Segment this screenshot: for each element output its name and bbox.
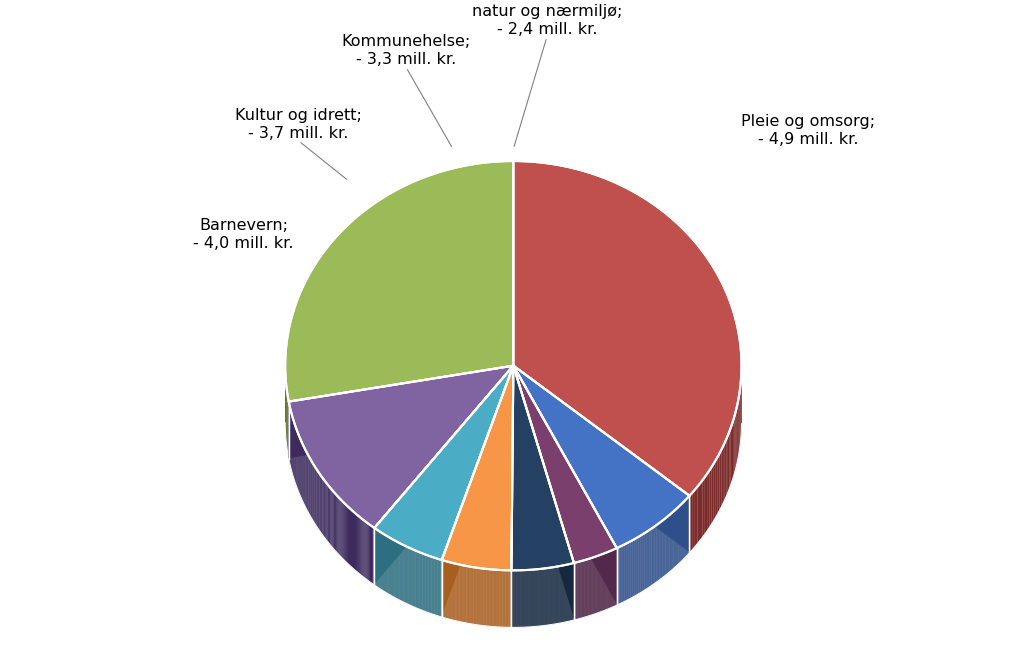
Polygon shape	[511, 366, 513, 627]
Polygon shape	[374, 366, 513, 585]
Polygon shape	[359, 517, 360, 574]
Polygon shape	[369, 524, 370, 582]
Polygon shape	[355, 513, 356, 571]
Polygon shape	[704, 474, 706, 534]
Polygon shape	[706, 470, 708, 531]
Polygon shape	[370, 525, 371, 582]
Polygon shape	[513, 161, 741, 496]
Polygon shape	[356, 514, 357, 572]
Text: Næringsforv. og
konsesjonskraft;
- 26,9 mill. kr.: Næringsforv. og konsesjonskraft; - 26,9 …	[657, 310, 788, 361]
Polygon shape	[717, 453, 718, 514]
Polygon shape	[715, 457, 717, 517]
Polygon shape	[364, 521, 365, 578]
Polygon shape	[732, 421, 733, 481]
Polygon shape	[734, 413, 735, 474]
Polygon shape	[513, 366, 616, 605]
Polygon shape	[513, 366, 616, 563]
Polygon shape	[288, 366, 513, 459]
Polygon shape	[441, 366, 513, 617]
Polygon shape	[358, 516, 359, 574]
Polygon shape	[373, 527, 374, 585]
Polygon shape	[697, 483, 699, 544]
Polygon shape	[363, 520, 364, 578]
Polygon shape	[374, 366, 513, 560]
Polygon shape	[361, 518, 362, 576]
Polygon shape	[441, 366, 513, 617]
Polygon shape	[711, 464, 713, 524]
Polygon shape	[288, 366, 513, 459]
Polygon shape	[441, 366, 513, 570]
Polygon shape	[733, 417, 734, 478]
Polygon shape	[513, 366, 574, 620]
Polygon shape	[718, 450, 720, 510]
Polygon shape	[689, 493, 692, 553]
Polygon shape	[513, 366, 689, 548]
Text: Kommunehelse;
- 3,3 mill. kr.: Kommunehelse; - 3,3 mill. kr.	[341, 34, 470, 67]
Polygon shape	[357, 515, 358, 573]
Polygon shape	[367, 523, 369, 581]
Polygon shape	[372, 527, 373, 584]
Polygon shape	[360, 517, 361, 575]
Polygon shape	[730, 424, 732, 485]
Text: Barnehage;
- 8,8 mill. kr.: Barnehage; - 8,8 mill. kr.	[242, 349, 342, 382]
Polygon shape	[728, 431, 729, 493]
Polygon shape	[513, 366, 689, 553]
Polygon shape	[362, 519, 363, 577]
Text: Barnevern;
- 4,0 mill. kr.: Barnevern; - 4,0 mill. kr.	[193, 218, 293, 252]
Polygon shape	[694, 486, 697, 547]
Polygon shape	[366, 523, 367, 580]
Text: Plan, kulturminner,
natur og nærmiljø;
- 2,4 mill. kr.: Plan, kulturminner, natur og nærmiljø; -…	[470, 0, 623, 37]
Polygon shape	[720, 446, 722, 507]
Polygon shape	[513, 366, 616, 605]
Polygon shape	[511, 366, 513, 627]
Polygon shape	[692, 490, 694, 550]
Text: Adm, styring og
fellesutgifter;
- 20,8 mill. kr.: Adm, styring og fellesutgifter; - 20,8 m…	[362, 377, 489, 428]
Text: Pleie og omsorg;
- 4,9 mill. kr.: Pleie og omsorg; - 4,9 mill. kr.	[741, 114, 874, 148]
Polygon shape	[511, 366, 574, 570]
Text: Kultur og idrett;
- 3,7 mill. kr.: Kultur og idrett; - 3,7 mill. kr.	[235, 108, 362, 141]
Polygon shape	[729, 428, 730, 488]
Polygon shape	[288, 366, 513, 528]
Polygon shape	[513, 366, 574, 620]
Polygon shape	[722, 443, 725, 503]
Polygon shape	[726, 435, 728, 496]
Polygon shape	[374, 366, 513, 585]
Polygon shape	[285, 161, 513, 402]
Polygon shape	[513, 366, 689, 553]
Polygon shape	[699, 480, 702, 540]
Polygon shape	[725, 439, 726, 500]
Polygon shape	[702, 477, 704, 537]
Polygon shape	[365, 521, 366, 580]
Polygon shape	[713, 460, 715, 521]
Polygon shape	[708, 467, 711, 527]
Polygon shape	[371, 525, 372, 584]
